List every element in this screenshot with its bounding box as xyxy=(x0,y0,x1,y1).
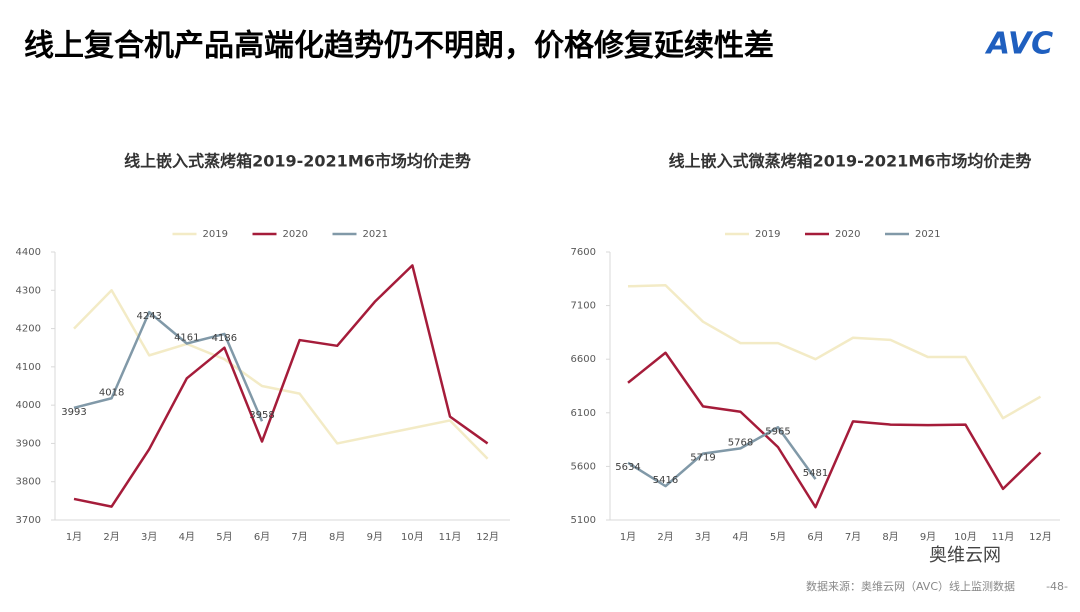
data-label: 5634 xyxy=(615,462,640,473)
chart-title: 线上嵌入式蒸烤箱2019-2021M6市场均价走势 xyxy=(124,152,471,171)
y-tick-label: 5100 xyxy=(571,515,596,526)
x-tick-label: 10月 xyxy=(954,531,977,543)
logo: AVC xyxy=(985,27,1053,62)
series-line xyxy=(627,283,1042,420)
chart-title: 线上嵌入式微蒸烤箱2019-2021M6市场均价走势 xyxy=(669,152,1032,171)
x-tick-label: 8月 xyxy=(882,531,898,543)
legend-label: 2020 xyxy=(283,229,308,240)
slide-title: 线上复合机产品高端化趋势仍不明朗，价格修复延续性差 xyxy=(24,29,774,64)
x-tick-label: 1月 xyxy=(620,531,636,543)
series-line xyxy=(627,351,1042,509)
y-tick-label: 7100 xyxy=(571,301,596,312)
x-tick-label: 5月 xyxy=(770,531,786,543)
legend-label: 2019 xyxy=(755,229,780,240)
data-label: 3958 xyxy=(249,410,274,421)
y-tick-label: 4100 xyxy=(16,362,41,373)
x-tick-label: 11月 xyxy=(992,531,1015,543)
x-tick-label: 4月 xyxy=(179,531,195,543)
y-tick-label: 3900 xyxy=(16,438,41,449)
y-tick-label: 6100 xyxy=(571,408,596,419)
x-tick-label: 12月 xyxy=(1029,531,1052,543)
x-tick-label: 12月 xyxy=(476,531,499,543)
y-tick-label: 3800 xyxy=(16,477,41,488)
series-line xyxy=(73,310,264,422)
wechat-label: 奥维云网 xyxy=(929,545,1001,566)
page-number: -48- xyxy=(1046,580,1068,593)
x-tick-label: 3月 xyxy=(695,531,711,543)
y-tick-label: 7600 xyxy=(571,247,596,258)
y-tick-label: 4400 xyxy=(16,247,41,258)
x-tick-label: 2月 xyxy=(103,531,119,543)
x-tick-label: 4月 xyxy=(732,531,748,543)
x-tick-label: 6月 xyxy=(807,531,823,543)
data-label: 4018 xyxy=(99,387,124,398)
data-label: 5719 xyxy=(690,453,715,464)
legend-label: 2019 xyxy=(203,229,228,240)
legend-label: 2021 xyxy=(363,229,388,240)
x-tick-label: 5月 xyxy=(216,531,232,543)
y-tick-label: 4200 xyxy=(16,324,41,335)
y-tick-label: 3700 xyxy=(16,515,41,526)
data-label: 5481 xyxy=(803,468,828,479)
data-label: 5768 xyxy=(728,437,753,448)
x-tick-label: 9月 xyxy=(367,531,383,543)
data-label: 4186 xyxy=(212,333,237,344)
data-label: 5965 xyxy=(765,426,790,437)
x-tick-label: 8月 xyxy=(329,531,345,543)
x-tick-label: 10月 xyxy=(401,531,424,543)
data-label: 3993 xyxy=(61,407,86,418)
x-tick-label: 11月 xyxy=(439,531,462,543)
y-tick-label: 4300 xyxy=(16,285,41,296)
legend-label: 2021 xyxy=(915,229,940,240)
x-tick-label: 2月 xyxy=(657,531,673,543)
x-tick-label: 9月 xyxy=(920,531,936,543)
y-tick-label: 4000 xyxy=(16,400,41,411)
y-tick-label: 5600 xyxy=(571,461,596,472)
data-label: 4161 xyxy=(174,333,199,344)
series-line xyxy=(73,264,489,508)
legend-label: 2020 xyxy=(835,229,860,240)
x-tick-label: 3月 xyxy=(141,531,157,543)
series-line xyxy=(627,426,817,488)
x-tick-label: 6月 xyxy=(254,531,270,543)
x-tick-label: 7月 xyxy=(845,531,861,543)
x-tick-label: 7月 xyxy=(291,531,307,543)
data-label: 4243 xyxy=(136,311,161,322)
data-label: 5416 xyxy=(653,475,678,486)
y-tick-label: 6600 xyxy=(571,354,596,365)
source: 数据来源：奥维云网（AVC）线上监测数据 xyxy=(806,579,1015,593)
x-tick-label: 1月 xyxy=(66,531,82,543)
